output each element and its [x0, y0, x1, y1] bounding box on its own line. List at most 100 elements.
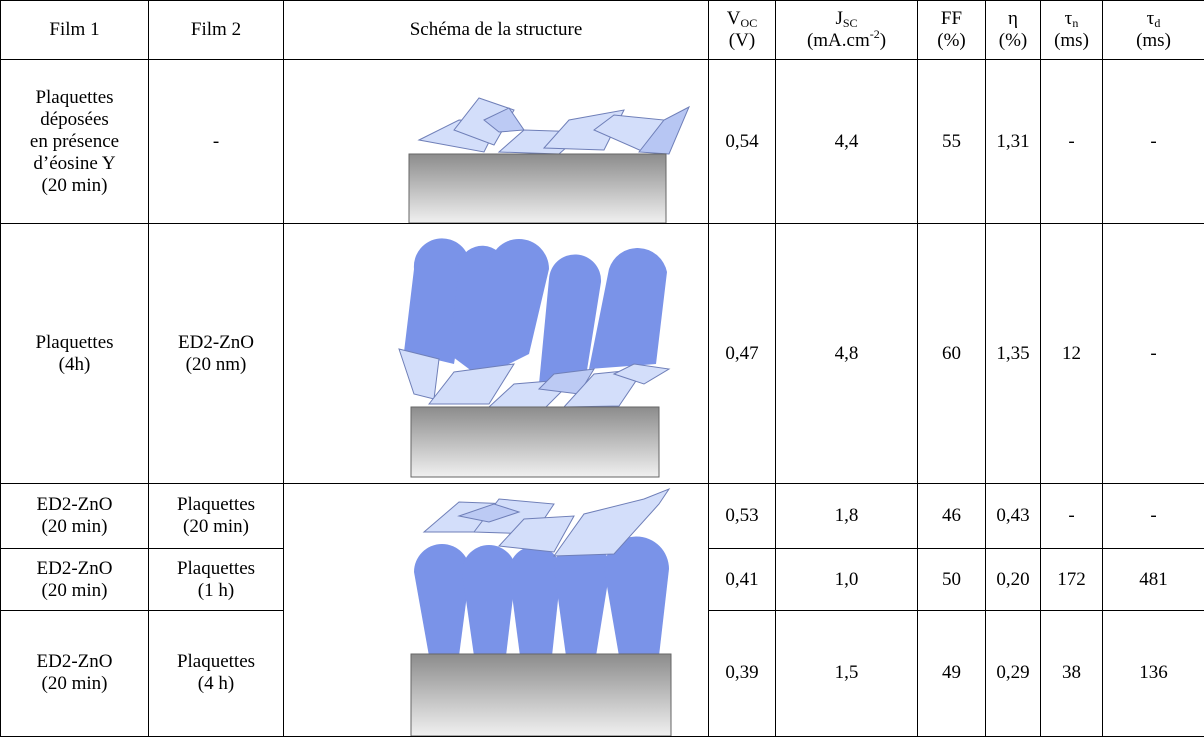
film2-text: Plaquettes — [176, 557, 256, 579]
film2-text: (4 h) — [197, 673, 235, 695]
value-cell: 1,5 — [775, 609, 918, 737]
column-header: η (%) — [985, 0, 1041, 60]
film2-text: - — [212, 130, 220, 152]
film2-cell: ED2-ZnO (20 nm) — [148, 223, 284, 484]
film1-text: Plaquettes déposées — [35, 86, 114, 130]
film1-text: (20 min) — [41, 174, 108, 196]
film1-cell: Plaquettes (4h) — [0, 223, 149, 484]
header-unit: (ms) — [1136, 30, 1171, 51]
value-cell: 4,4 — [775, 59, 918, 224]
film1-cell: ED2-ZnO (20 min) — [0, 609, 149, 737]
film1-cell: Plaquettes déposées en présence d’éosine Y… — [0, 59, 149, 224]
table-row: ED2-ZnO (20 min) Plaquettes (4 h) 0,39 1,5 49 0… — [0, 609, 1204, 737]
value-cell: 1,8 — [775, 482, 918, 550]
header-text: Film 2 — [190, 19, 242, 40]
schema-platelets — [408, 97, 691, 223]
table-row: ED2-ZnO (20 min) Plaquettes (1 h) 0,41 1,0 50 0… — [0, 548, 1204, 611]
value-cell: 0,47 — [708, 223, 776, 484]
film2-text: ED2-ZnO — [178, 331, 254, 353]
value-cell: 4,8 — [775, 223, 918, 484]
value-cell: 0,41 — [708, 548, 776, 611]
header-unit: (ms) — [1054, 30, 1089, 51]
film2-cell: - — [148, 59, 284, 224]
schema-platelets-on-zno — [410, 487, 672, 736]
value-cell: 0,39 — [708, 609, 776, 737]
film1-cell: ED2-ZnO (20 min) — [0, 482, 149, 550]
header-unit: (mA.cm — [806, 30, 870, 51]
header-symbol: FF — [940, 8, 963, 29]
value-cell: 481 — [1102, 548, 1204, 611]
header-unit: (%) — [998, 30, 1028, 51]
film1-text: Plaquettes — [35, 331, 114, 353]
value-cell: 49 — [917, 609, 986, 737]
value-cell: - — [1040, 482, 1103, 550]
value-cell: 0,43 — [985, 482, 1041, 550]
value-cell: 12 — [1040, 223, 1103, 484]
value-cell: 50 — [917, 548, 986, 611]
film2-text: Plaquettes — [176, 651, 256, 673]
film1-text: ED2-ZnO — [36, 494, 113, 515]
film1-text: (20 min) — [41, 516, 108, 537]
header-subscript: n — [1072, 16, 1079, 30]
value-cell: 60 — [917, 223, 986, 484]
header-subscript: SC — [842, 16, 858, 30]
value-cell: - — [1102, 59, 1204, 224]
value-cell: 1,35 — [985, 223, 1041, 484]
value-cell: 0,53 — [708, 482, 776, 550]
header-symbol: V — [726, 8, 741, 29]
value-cell: - — [1040, 59, 1103, 224]
column-header: JSC (mA.cm-2) — [775, 0, 918, 60]
header-text: Schéma de la structure — [409, 19, 583, 40]
header-symbol: J — [835, 8, 843, 29]
film1-text: (20 min) — [41, 673, 108, 695]
header-unit: (%) — [937, 30, 966, 51]
column-header: Schéma de la structure — [283, 0, 709, 60]
table-row: Plaquettes (4h) ED2-ZnO (20 nm) 0,47 4,8 60 1,… — [0, 223, 1204, 484]
column-header: FF (%) — [917, 0, 986, 60]
column-header: Film 1 — [0, 0, 149, 60]
film2-text: (20 nm) — [185, 353, 247, 375]
column-header: τd (ms) — [1102, 0, 1204, 60]
value-cell: 0,29 — [985, 609, 1041, 737]
value-cell: - — [1102, 482, 1204, 550]
value-cell: 1,0 — [775, 548, 918, 611]
column-header: VOC (V) — [708, 0, 776, 60]
value-cell: 172 — [1040, 548, 1103, 611]
header-symbol: τ — [1146, 8, 1155, 29]
column-header: Film 2 — [148, 0, 284, 60]
schema-cell — [283, 483, 709, 737]
column-header: τn (ms) — [1040, 0, 1103, 60]
header-subscript: d — [1154, 16, 1161, 30]
value-cell: 46 — [917, 482, 986, 550]
film2-text: Plaquettes — [176, 494, 256, 515]
film2-text: (1 h) — [197, 579, 235, 601]
value-cell: - — [1102, 223, 1204, 484]
header-unit-end: ) — [879, 30, 887, 51]
film2-cell: Plaquettes (4 h) — [148, 609, 284, 737]
film1-text: ED2-ZnO — [36, 557, 113, 579]
film1-text: ED2-ZnO — [36, 651, 113, 673]
film1-text: (20 min) — [41, 579, 108, 601]
table-row: ED2-ZnO (20 min) Plaquettes (20 min) 0,53 1,… — [0, 482, 1204, 737]
table-body: Plaquettes déposées en présence d’éosine Y… — [0, 59, 1204, 737]
film1-text: (4h) — [58, 353, 91, 375]
header-row: Film 1 Film 2 Schéma de la structure VOC (V)… — [0, 0, 1204, 60]
header-subscript: OC — [740, 16, 758, 30]
value-cell: 55 — [917, 59, 986, 224]
table-row: Plaquettes déposées en présence d’éosine Y… — [0, 59, 1204, 224]
film2-cell: Plaquettes (20 min) — [148, 482, 284, 550]
header-symbol: τ — [1064, 8, 1073, 29]
header-unit: (V) — [728, 30, 756, 51]
schema-zno-on-platelets — [398, 238, 671, 478]
header-text: Film 1 — [49, 19, 100, 40]
value-cell: 136 — [1102, 609, 1204, 737]
value-cell: 1,31 — [985, 59, 1041, 224]
schema-cell — [283, 223, 709, 484]
film1-text: d’éosine Y — [33, 152, 116, 174]
film2-cell: Plaquettes (1 h) — [148, 548, 284, 611]
value-cell: 38 — [1040, 609, 1103, 737]
film1-cell: ED2-ZnO (20 min) — [0, 548, 149, 611]
header-superscript: -2 — [869, 27, 880, 41]
